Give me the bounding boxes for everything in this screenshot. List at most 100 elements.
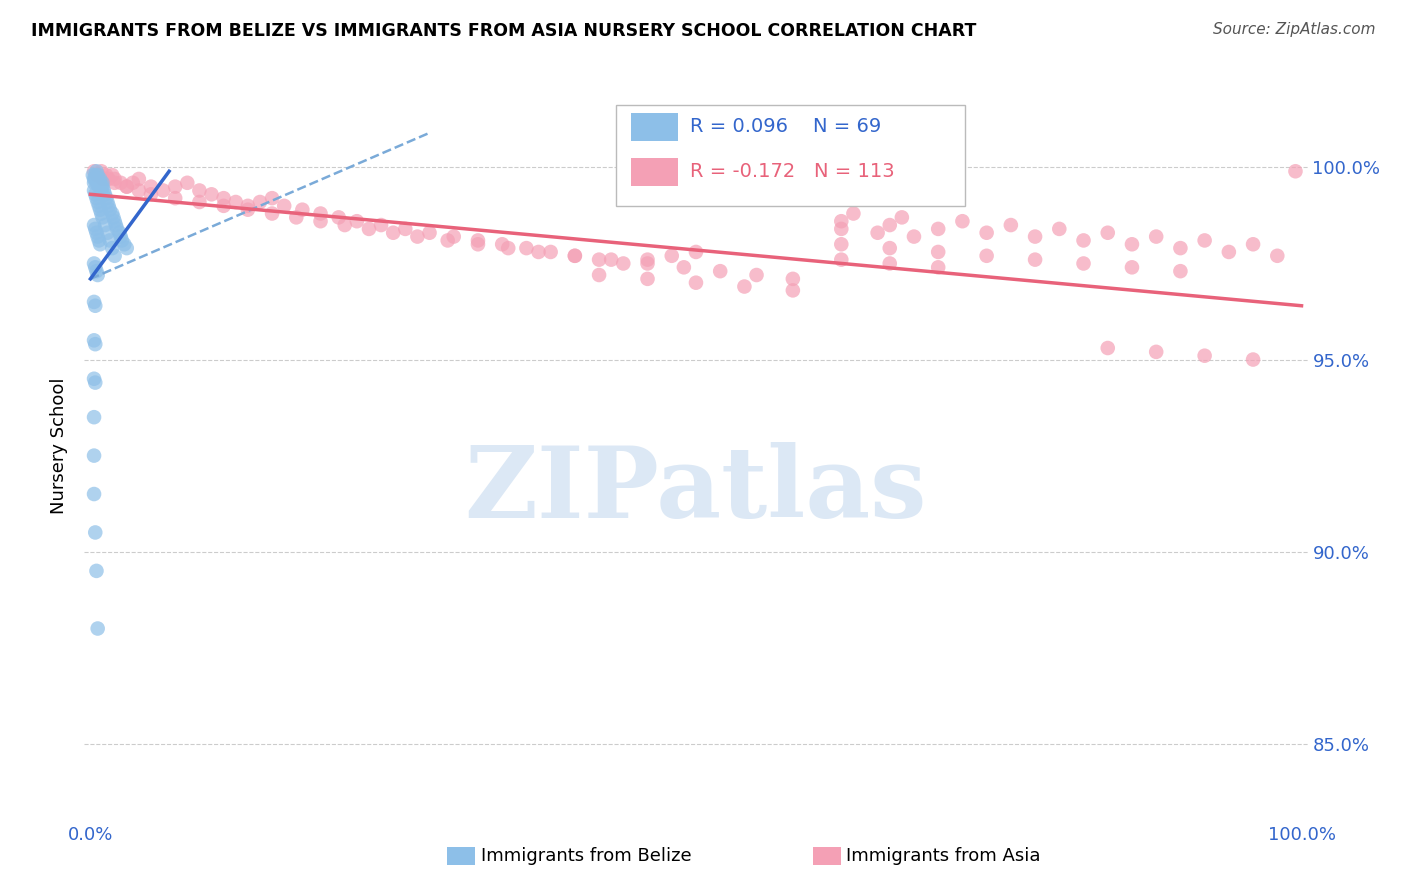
Point	[866, 226, 889, 240]
Point	[1047, 222, 1070, 236]
Point	[101, 168, 124, 182]
Point	[86, 168, 108, 182]
Point	[96, 194, 118, 209]
Point	[86, 176, 108, 190]
Point	[176, 176, 198, 190]
Point	[91, 172, 114, 186]
Point	[93, 184, 115, 198]
Point	[90, 206, 112, 220]
Point	[745, 268, 768, 282]
Point	[637, 272, 659, 286]
Point	[612, 256, 634, 270]
Point	[86, 268, 108, 282]
Point	[370, 218, 392, 232]
Point	[637, 256, 659, 270]
Point	[91, 176, 114, 190]
Point	[84, 168, 107, 182]
Point	[139, 187, 162, 202]
Point	[1144, 229, 1167, 244]
Point	[103, 211, 125, 225]
Point	[96, 226, 118, 240]
Point	[879, 256, 901, 270]
Point	[1073, 234, 1095, 248]
Point	[328, 211, 350, 225]
FancyBboxPatch shape	[616, 105, 965, 206]
Point	[952, 214, 974, 228]
Point	[98, 234, 121, 248]
Point	[101, 241, 124, 255]
Point	[97, 172, 120, 186]
Point	[418, 226, 440, 240]
Point	[86, 194, 108, 209]
Point	[84, 222, 107, 236]
Point	[236, 199, 259, 213]
Point	[82, 168, 104, 182]
Point	[273, 199, 295, 213]
Point	[115, 241, 138, 255]
Point	[1218, 244, 1240, 259]
Point	[108, 226, 131, 240]
Point	[1194, 234, 1216, 248]
Point	[89, 172, 111, 186]
Point	[1241, 352, 1264, 367]
Point	[90, 164, 112, 178]
Point	[96, 168, 118, 182]
Point	[111, 234, 134, 248]
FancyBboxPatch shape	[631, 112, 678, 141]
Point	[496, 241, 519, 255]
Point	[467, 237, 489, 252]
Point	[262, 206, 284, 220]
Text: ZIPatlas: ZIPatlas	[465, 442, 927, 540]
Point	[212, 191, 235, 205]
Point	[1241, 237, 1264, 252]
Point	[101, 206, 124, 220]
Point	[115, 179, 138, 194]
Point	[436, 234, 458, 248]
Point	[672, 260, 695, 275]
Point	[903, 229, 925, 244]
Point	[83, 164, 105, 178]
Point	[249, 194, 271, 209]
Point	[467, 234, 489, 248]
Point	[104, 172, 127, 186]
Point	[1265, 249, 1288, 263]
Point	[830, 222, 852, 236]
Point	[86, 229, 108, 244]
Point	[83, 172, 105, 186]
Point	[927, 222, 949, 236]
Point	[285, 211, 308, 225]
Text: R = 0.096    N = 69: R = 0.096 N = 69	[690, 117, 882, 136]
Point	[830, 252, 852, 267]
FancyBboxPatch shape	[631, 158, 678, 186]
Text: Immigrants from Belize: Immigrants from Belize	[481, 847, 692, 865]
Point	[86, 168, 108, 182]
Point	[661, 249, 683, 263]
Point	[406, 229, 429, 244]
Point	[152, 184, 174, 198]
Point	[1121, 260, 1143, 275]
Point	[394, 222, 416, 236]
Point	[96, 191, 118, 205]
Point	[842, 206, 865, 220]
Point	[782, 284, 804, 298]
Point	[86, 564, 108, 578]
Point	[97, 199, 120, 213]
Point	[87, 199, 110, 213]
Text: Immigrants from Asia: Immigrants from Asia	[846, 847, 1040, 865]
Point	[333, 218, 356, 232]
Point	[1284, 164, 1306, 178]
Point	[733, 279, 755, 293]
Point	[236, 202, 259, 217]
Point	[927, 260, 949, 275]
Point	[94, 218, 117, 232]
Point	[87, 168, 110, 182]
Point	[1121, 237, 1143, 252]
Point	[540, 244, 562, 259]
Text: R = -0.172   N = 113: R = -0.172 N = 113	[690, 161, 894, 180]
Point	[84, 376, 107, 390]
Point	[86, 191, 108, 205]
Point	[87, 179, 110, 194]
Point	[90, 184, 112, 198]
Point	[709, 264, 731, 278]
Point	[128, 172, 150, 186]
